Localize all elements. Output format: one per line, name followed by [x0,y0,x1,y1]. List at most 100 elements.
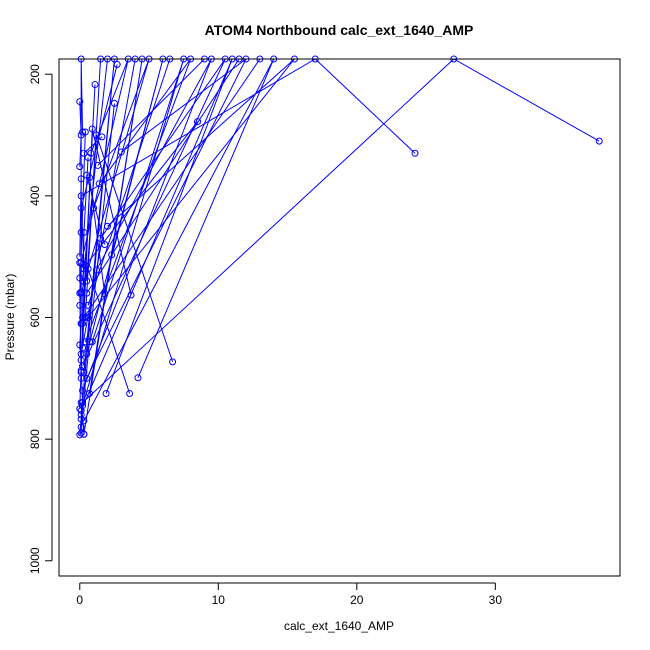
series-line [79,323,82,361]
data-point [169,358,177,366]
data-point [194,118,202,126]
data-point [84,301,92,309]
data-point [76,301,84,309]
series-line [80,59,233,411]
series-line [79,178,82,257]
series-line [79,262,82,306]
data-point [127,291,135,299]
data-point [101,290,109,298]
data-point [77,374,85,382]
x-axis-label: calc_ext_1640_AMP [284,619,394,633]
plot-frame [58,58,621,577]
y-tick-label: 600 [28,307,42,327]
data-point [84,314,92,321]
series-line [84,59,192,343]
series-line [80,59,84,233]
x-tick-label: 0 [76,593,83,607]
data-point [108,251,116,259]
data-point [79,277,87,285]
data-point [77,259,85,267]
data-point [77,411,85,419]
data-point [83,289,91,297]
data-point [80,149,88,157]
series-layer [79,59,600,435]
data-point [76,431,84,439]
data-point [95,180,103,188]
series-line [87,59,295,318]
data-point [134,374,142,382]
series-line [86,59,240,294]
series-line [83,59,261,318]
data-point [77,399,85,407]
data-point [126,390,134,398]
data-point [92,266,100,274]
data-point [81,338,89,346]
data-point [595,137,603,145]
data-point [77,350,85,358]
series-line [80,59,416,269]
x-axis: 0 10 20 30 [76,582,503,607]
data-point [85,390,93,398]
series-line [87,59,171,306]
x-tick-label: 20 [350,593,364,607]
series-line [82,59,108,282]
series-line [83,136,103,154]
y-tick-label: 800 [28,429,42,449]
series-line [82,59,226,367]
series-line [86,59,247,379]
points-layer [76,55,603,439]
data-point [80,314,88,321]
data-point [79,386,87,394]
data-point [76,341,84,349]
data-point [83,277,91,285]
data-point [80,228,88,236]
data-point [113,60,121,68]
data-point [80,430,88,438]
data-point [97,234,105,242]
data-point [91,81,99,89]
data-point [85,174,93,182]
data-point [77,320,85,328]
data-point [77,366,85,374]
series-line [80,59,129,263]
y-tick-label: 200 [28,64,42,84]
data-point [88,338,96,346]
series-line [80,59,136,355]
data-point [85,338,93,346]
series-line [83,59,275,422]
data-point [94,161,102,169]
data-point [98,133,106,141]
data-point [102,390,110,398]
data-point [76,163,84,171]
data-point [77,175,85,183]
data-point [77,407,85,415]
data-point [77,131,85,139]
series-line [83,59,143,435]
data-point [103,222,111,230]
y-axis: 200 400 600 800 1000 [28,64,53,574]
data-point [411,149,419,157]
y-tick-label: 1000 [28,547,42,574]
y-axis-label: Pressure (mbar) [3,274,17,361]
data-point [77,228,85,236]
chart-title: ATOM4 Northbound calc_ext_1640_AMP [205,22,474,38]
data-point [77,192,85,200]
data-point [76,98,84,106]
data-point [77,415,85,423]
x-tick-label: 10 [212,593,226,607]
data-point [88,125,96,133]
data-point [87,149,95,157]
data-point [77,204,85,212]
data-point [90,204,98,212]
series-line [80,59,150,294]
data-point [110,99,118,107]
series-line [82,59,185,406]
x-tick-label: 30 [489,593,503,607]
data-point [101,241,109,249]
data-point [79,362,87,370]
data-point [117,148,125,156]
series-line [82,59,212,391]
series-line [79,84,96,409]
y-tick-label: 400 [28,186,42,206]
